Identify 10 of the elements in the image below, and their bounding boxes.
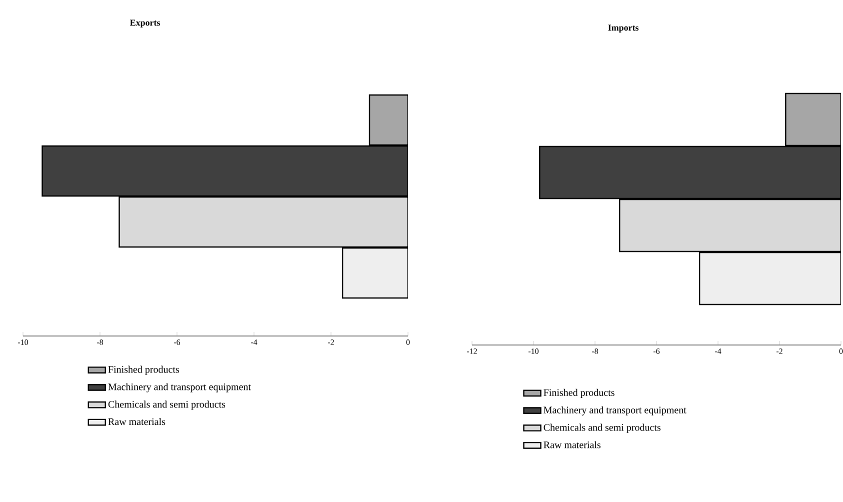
- legend-label: Machinery and transport equipment: [108, 383, 251, 392]
- legend-label: Chemicals and semi products: [544, 424, 660, 433]
- legend-label: Chemicals and semi products: [108, 400, 226, 410]
- legend-label: Machinery and transport equipment: [544, 406, 686, 416]
- chart-title: Imports: [608, 24, 639, 32]
- legend-label: Raw materials: [544, 441, 600, 448]
- legend-label: Raw materials: [108, 418, 166, 426]
- chart-title: Exports: [130, 20, 160, 28]
- legend-label: Finished products: [108, 366, 180, 375]
- legend-label: Finished products: [544, 388, 614, 398]
